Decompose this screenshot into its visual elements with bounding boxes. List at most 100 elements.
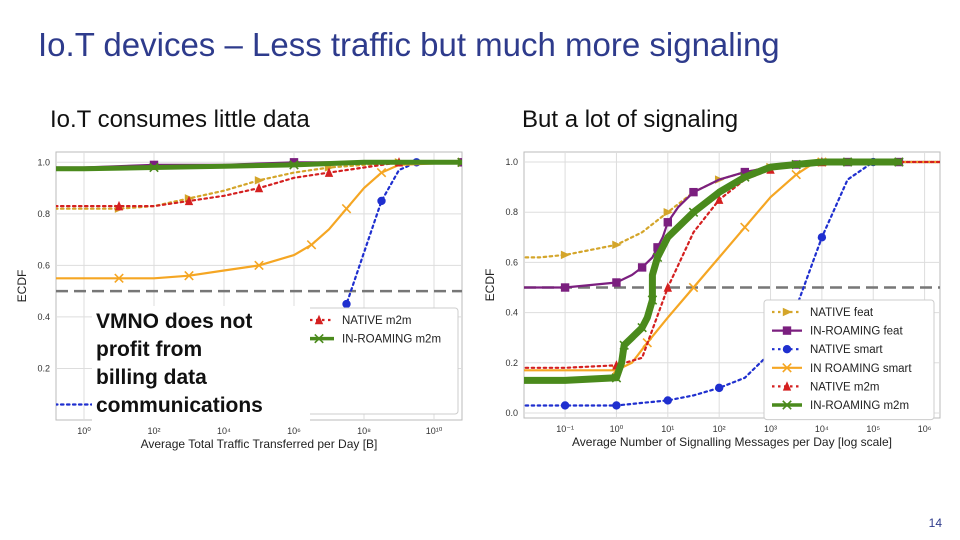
data-point [782,345,792,354]
x-tick-label: 10² [713,424,726,434]
legend-entry: NATIVE m2m [810,381,879,393]
data-point [314,314,324,325]
series-line [56,161,462,208]
data-point [663,282,673,292]
data-point [740,222,750,233]
data-point [254,260,264,271]
data-point [612,401,621,410]
data-point [149,162,159,173]
data-point [560,250,571,260]
x-tick-label: 10⁴ [815,424,829,434]
legend: NATIVE m2m IN-ROAMING m2m [295,307,459,415]
data-point [611,373,622,383]
y-tick-label: 0.4 [505,308,518,318]
data-point [637,263,647,272]
callout-line: communications [96,394,263,417]
data-point [637,322,647,333]
x-tick-label: 10⁴ [217,426,231,436]
callout-box: VMNO does not profit from billing data c… [92,306,310,422]
data-point [782,307,793,317]
callout-line: billing data [96,366,207,389]
data-point [510,376,518,384]
data-point [342,299,351,309]
data-point [560,401,570,410]
series-line [56,159,462,172]
data-point [457,157,462,168]
x-axis-label: Average Number of Signalling Messages pe… [572,435,892,449]
data-point [740,172,750,182]
data-point [842,157,853,167]
data-point [510,283,518,291]
page-number: 14 [928,516,942,530]
y-tick-label: 0.2 [37,363,50,373]
legend: NATIVE feat IN-ROAMING feat NATIVE smart IN… [763,299,935,421]
right-subtitle: But a lot of signaling [522,106,739,133]
left-subtitle: Io.T consumes little data [50,106,310,133]
data-point [114,273,124,284]
y-tick-label: 0.6 [505,257,518,267]
callout-line: VMNO does not profit from [96,310,253,361]
y-axis-label: ECDF [483,269,497,302]
data-point [791,169,801,180]
slide-title: Io.T devices – Less traffic but much mor… [38,26,780,63]
legend-entry: IN-ROAMING m2m [810,400,909,412]
data-point [663,208,674,217]
legend-entry: NATIVE smart [810,344,883,356]
data-point [612,240,622,250]
series-in-roaming-m2m [510,157,904,384]
x-tick-label: 10⁶ [918,424,932,434]
x-tick-label: 10⁰ [610,424,624,434]
data-point [894,157,904,167]
data-point [663,218,673,227]
x-axis-label: Average Total Traffic Transferred per Da… [141,437,378,451]
data-point [254,182,264,193]
legend-entry: NATIVE m2m [342,315,411,327]
data-point [714,383,724,393]
x-tick-label: 10⁰ [77,426,91,436]
data-point [376,167,387,178]
y-tick-label: 0.6 [37,260,50,270]
data-point [114,200,124,211]
legend-box [763,299,935,421]
x-tick-label: 10⁵ [866,424,880,434]
x-tick-label: 10⁸ [357,426,371,436]
data-point [782,400,792,410]
data-point [254,176,265,185]
data-point [652,252,663,263]
data-point [612,278,621,287]
data-point [740,167,750,177]
legend-entry: IN-ROAMING feat [810,326,903,338]
y-tick-label: 1.0 [37,157,50,167]
y-tick-label: 0.8 [505,207,518,217]
y-tick-label: 0.2 [505,358,518,368]
y-axis-label: ECDF [15,270,29,303]
x-tick-label: 10³ [764,424,777,434]
y-tick-label: 0.8 [37,209,50,219]
data-point [714,194,724,204]
data-point [184,195,194,206]
data-point [560,283,570,292]
data-point [324,167,334,177]
series-line [56,161,462,280]
legend-entry: IN ROAMING smart [810,363,912,375]
data-point [306,240,317,250]
data-point [663,396,673,405]
data-point [782,363,792,373]
data-point [817,233,827,242]
data-point [647,295,658,305]
data-point [653,243,662,252]
data-point [782,326,792,335]
data-point [314,333,324,344]
x-tick-label: 10¹ [661,424,674,434]
data-point [341,203,352,214]
data-point [791,159,801,170]
data-point [688,282,699,293]
data-point [689,187,698,197]
y-tick-label: 1.0 [505,157,518,167]
legend-entry: IN-ROAMING m2m [342,334,441,346]
legend-entry: NATIVE feat [810,307,874,319]
data-point [289,160,299,170]
x-tick-label: 10⁶ [287,426,301,436]
data-point [149,160,159,170]
data-point [688,207,699,217]
